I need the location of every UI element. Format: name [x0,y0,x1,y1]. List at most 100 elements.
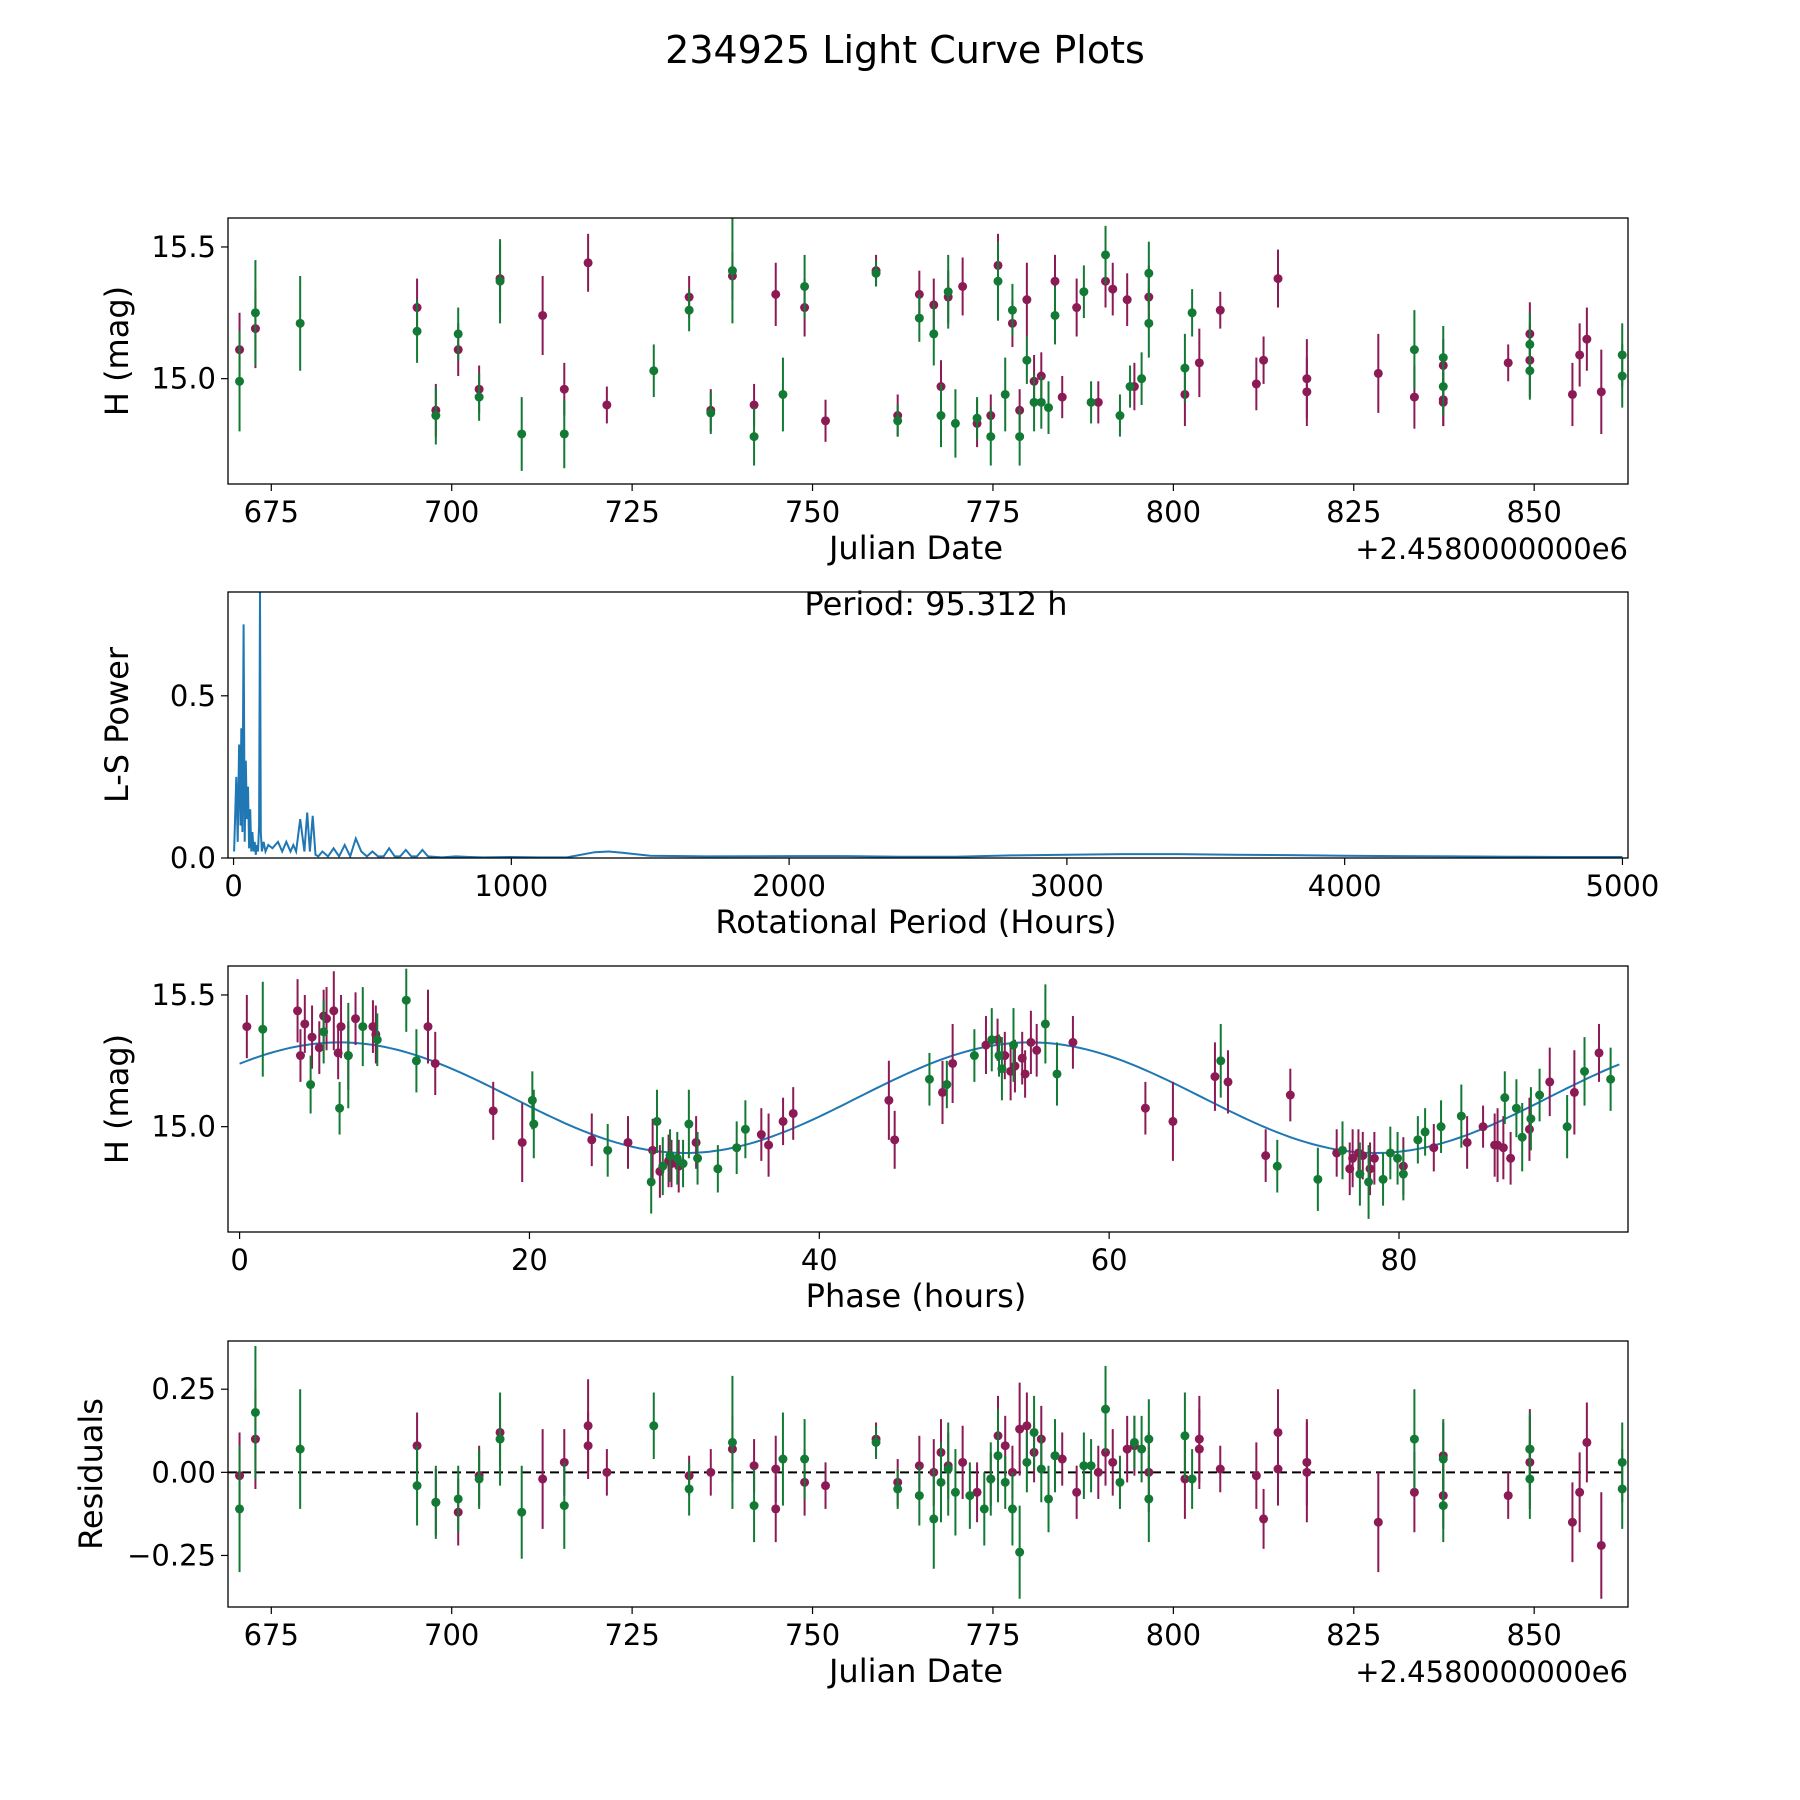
data-point [1348,1153,1358,1163]
x-tick-label: 775 [965,495,1020,529]
data-point [1079,287,1089,297]
data-point [800,281,810,291]
data-point [943,1464,953,1474]
data-point [1093,1467,1103,1477]
y-tick-label: 15.5 [151,230,216,264]
x-axis-label: Phase (hours) [806,1277,1027,1315]
data-point [1498,1143,1508,1153]
y-tick-label: 15.5 [151,978,216,1012]
data-point [495,276,505,286]
data-point [969,1051,979,1061]
data-point [914,1491,924,1501]
data-point [1525,1444,1535,1454]
plot-area-lightcurve [235,218,1627,471]
data-point [517,429,527,439]
data-point [1057,1454,1067,1464]
data-point [1137,1444,1147,1454]
x-axis-label: Julian Date [827,1652,1003,1690]
data-point [1050,276,1060,286]
plot-area-residuals [228,1345,1628,1599]
data-point [1438,1501,1448,1511]
data-point [684,1484,694,1494]
data-point [1215,1464,1225,1474]
data-point [691,1137,701,1147]
data-point [979,1504,989,1514]
data-point [1580,1066,1590,1076]
data-point [1015,1424,1025,1434]
axes-frame [227,591,1629,859]
data-point [1122,295,1132,305]
data-point [1438,1454,1448,1464]
data-point [1079,1461,1089,1471]
data-point [295,1051,305,1061]
data-point [295,318,305,328]
data-point [871,268,881,278]
data-point [453,1494,463,1504]
x-tick-label: 1000 [474,869,548,903]
data-point [1194,358,1204,368]
data-point [1302,1467,1312,1477]
data-point [1044,1494,1054,1504]
data-point [1420,1127,1430,1137]
data-point [914,313,924,323]
data-point [948,1058,958,1068]
data-point [1115,1477,1125,1487]
data-point [1000,1477,1010,1487]
data-point [1562,1122,1572,1132]
data-point [335,1103,345,1113]
data-point [1086,1461,1096,1471]
x-tick-label: 700 [424,495,479,529]
data-point [1273,274,1283,284]
data-point [821,416,831,426]
data-point [1517,1132,1527,1142]
data-point [242,1022,252,1032]
data-point [1072,303,1082,313]
panel-phased: 0 20 40 60 80 15.0 15.5 Phase (hours) H (mag) [98,965,1629,1315]
data-point [937,1087,947,1097]
data-point [693,1153,703,1163]
x-tick-label: 4000 [1308,869,1382,903]
data-point [1022,295,1032,305]
x-tick-label: 5000 [1586,869,1660,903]
data-point [1364,1177,1374,1187]
data-point [706,408,716,418]
data-point [1187,1474,1197,1484]
y-tick-label: 15.0 [151,1110,216,1144]
x-tick-label: 825 [1326,1618,1381,1652]
data-point [1582,1437,1592,1447]
data-point [1125,382,1135,392]
data-point [623,1137,633,1147]
data-point [727,1437,737,1447]
data-point [1575,350,1585,360]
data-point [1036,1464,1046,1474]
data-point [749,400,759,410]
data-point [488,1106,498,1116]
data-point [1500,1093,1510,1103]
data-point [958,281,968,291]
data-point [1144,1434,1154,1444]
data-point [307,1032,317,1042]
data-point [1036,397,1046,407]
data-point [559,1501,569,1511]
data-point [1007,305,1017,315]
data-point [1259,1514,1269,1524]
data-point [788,1108,798,1118]
data-point [981,1040,991,1050]
data-point [1223,1077,1233,1087]
data-point [1438,382,1448,392]
data-point [648,1145,658,1155]
data-point [412,326,422,336]
data-point [1215,305,1225,315]
y-axis-label: Residuals [72,1398,110,1550]
data-point [1194,1444,1204,1454]
data-point [603,1145,613,1155]
data-point [1122,1444,1132,1454]
data-point [431,411,441,421]
data-point [1052,1069,1062,1079]
data-point [756,1130,766,1140]
data-point [972,1487,982,1497]
data-point [1144,318,1154,328]
data-point [1337,1145,1347,1155]
x-tick-label: 20 [511,1243,548,1277]
data-point [587,1135,597,1145]
